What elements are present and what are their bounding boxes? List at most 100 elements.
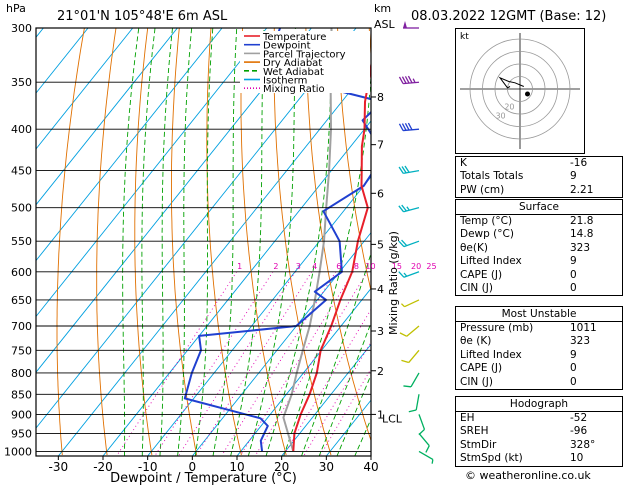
dry-adiabat-line <box>96 28 117 456</box>
mixing-ratio-label: 1 <box>237 262 242 271</box>
wind-barb <box>398 271 420 278</box>
mixing-ratio-label: 8 <box>354 262 359 271</box>
lcl-label: LCL <box>382 413 403 426</box>
index-label: Temp (°C) <box>460 215 513 227</box>
datetime-title: 08.03.2022 12GMT (Base: 12) <box>411 9 606 24</box>
table-header: Hodograph <box>456 397 622 412</box>
most-unstable-table: Most Unstable Pressure (mb) 1011 θe (K) 323 L… <box>455 306 623 390</box>
legend-label: Dry Adiabat <box>263 58 322 69</box>
index-label: Dewp (°C) <box>460 228 514 241</box>
index-row: CAPE (J) 0 <box>456 269 622 282</box>
isotherm-line <box>102 120 371 456</box>
wind-barb-half-flag <box>400 303 405 308</box>
x-tick-label: 10 <box>229 460 244 474</box>
isotherm-line <box>147 176 371 456</box>
index-label: Pressure (mb) <box>460 322 534 334</box>
wind-barb-staff <box>410 372 420 388</box>
km-tick-label: 3 <box>377 325 384 338</box>
index-row: Lifted Index 9 <box>456 349 622 362</box>
isotherm-line <box>191 231 371 456</box>
mixing-ratio-label: 15 <box>392 262 402 271</box>
index-label: Lifted Index <box>460 255 522 268</box>
wind-barb-staff <box>406 325 420 337</box>
mixing-ratio-label: 20 <box>411 262 421 271</box>
wind-barb-staff <box>418 450 434 461</box>
pressure-tick-label: 1000 <box>4 445 32 458</box>
index-value: 323 <box>570 241 591 254</box>
wind-barb-flag <box>398 166 404 174</box>
wind-barb <box>400 299 420 308</box>
index-row: StmDir 328° <box>456 439 622 452</box>
hodograph-ring <box>494 63 546 115</box>
mixing-ratio-label: 6 <box>336 262 341 271</box>
storm-motion-marker <box>525 91 530 97</box>
wind-barb-staff <box>408 349 420 363</box>
credit-text: © weatheronline.co.uk <box>465 469 591 482</box>
wet-adiabat-line <box>141 28 156 456</box>
km-tick-label: 2 <box>377 365 384 378</box>
wind-barb <box>408 394 420 413</box>
dry-adiabat-line <box>240 28 287 456</box>
km-tick-label: 1 <box>377 408 384 421</box>
mixing-ratio-line <box>178 271 296 456</box>
index-row: StmSpd (kt) 10 <box>456 452 622 465</box>
index-value: -96 <box>570 425 588 438</box>
x-tick-label: -30 <box>49 460 69 474</box>
pressure-tick-label: 550 <box>11 235 32 248</box>
index-row: CIN (J) 0 <box>456 376 622 389</box>
km-unit-asl: ASL <box>374 18 396 31</box>
wind-barb <box>418 432 430 453</box>
index-row: θe(K) 323 <box>456 242 622 255</box>
dry-adiabat-line <box>134 28 153 456</box>
km-tick-label: 5 <box>377 238 384 251</box>
index-row: CAPE (J) 0 <box>456 362 622 375</box>
index-row: Pressure (mb) 1011 <box>456 322 622 335</box>
wind-barb <box>418 414 426 436</box>
index-row: θe (K) 323 <box>456 335 622 348</box>
pressure-tick-label: 750 <box>11 344 32 357</box>
mixing-ratio-line <box>320 367 371 456</box>
wet-adiabat-line <box>247 28 296 456</box>
hodograph-panel: 20 30 kt <box>455 28 585 154</box>
index-label: EH <box>460 412 475 424</box>
wind-barb-flag <box>425 445 430 453</box>
km-tick-label: 4 <box>377 283 384 296</box>
index-row: PW (cm) 2.21 <box>456 184 622 197</box>
pressure-tick-label: 350 <box>11 76 32 89</box>
isotherm-line <box>36 28 268 318</box>
wind-barb <box>418 450 434 464</box>
wind-barb-flag <box>404 123 410 131</box>
mixing-ratio-line <box>196 271 313 456</box>
x-tick-label: -10 <box>138 460 158 474</box>
mixing-ratio-line <box>255 271 368 456</box>
wind-barb-flag <box>401 204 407 212</box>
pressure-tick-label: 900 <box>11 408 32 421</box>
wind-barb <box>398 239 420 248</box>
wind-barb <box>398 75 420 85</box>
wind-barb-flag <box>401 76 407 84</box>
wet-adiabat-line <box>159 28 173 456</box>
wind-barb <box>398 204 420 213</box>
isotherm-line <box>36 28 134 150</box>
index-value: 9 <box>570 170 577 183</box>
wind-barb-flag <box>398 205 405 213</box>
mixing-ratio-label: 3 <box>296 262 301 271</box>
x-tick-label: -20 <box>93 460 113 474</box>
wind-barb-half-flag <box>412 78 416 83</box>
index-label: CAPE (J) <box>460 362 503 375</box>
legend-label: Wet Adiabat <box>263 67 324 78</box>
index-row: EH -52 <box>456 412 622 425</box>
mixing-ratio-line <box>155 271 274 456</box>
hodograph-table: Hodograph EH -52 SREH -96 StmDir 328° StmSpd (k… <box>455 396 623 467</box>
mixing-ratio-label: 10 <box>365 262 375 271</box>
index-label: CIN (J) <box>460 375 493 388</box>
isotherm-line <box>281 343 371 456</box>
pressure-tick-label: 450 <box>11 165 32 178</box>
index-row: SREH -96 <box>456 425 622 438</box>
x-tick-label: 20 <box>274 460 289 474</box>
index-label: θe(K) <box>460 241 488 254</box>
legend-box <box>240 31 370 93</box>
wind-barb <box>399 325 420 337</box>
